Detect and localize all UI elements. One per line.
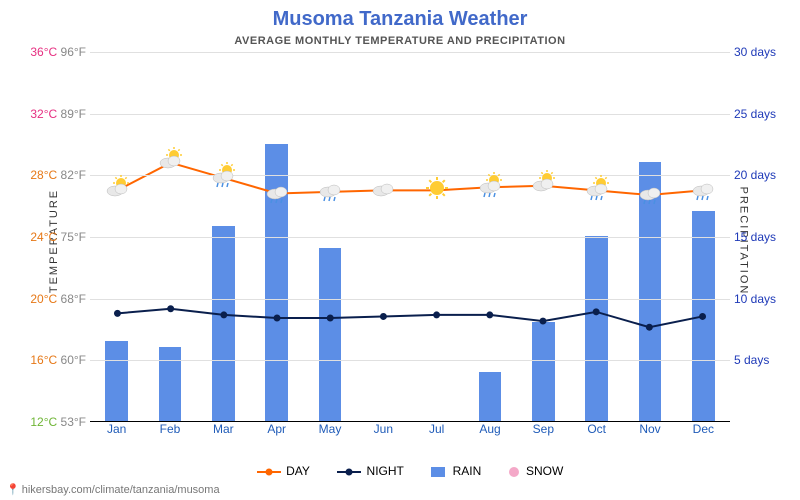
legend-rain: RAIN xyxy=(431,464,481,478)
partly-cloudy-icon xyxy=(104,175,130,201)
y-axis-right: 5 days10 days15 days20 days25 days30 day… xyxy=(730,52,800,422)
rain-bar xyxy=(212,226,234,421)
rain-sun-icon xyxy=(584,175,610,201)
month-label: Nov xyxy=(639,422,660,436)
month-label: Mar xyxy=(213,422,234,436)
cloudy-icon xyxy=(370,175,396,201)
sunny-icon xyxy=(424,175,450,201)
month-label: Apr xyxy=(267,422,286,436)
legend-rain-box xyxy=(431,467,445,477)
y-right-tick: 15 days xyxy=(734,230,776,244)
rain-bar xyxy=(319,248,341,421)
rain-bar xyxy=(532,322,554,421)
partly-sunny-icon xyxy=(530,170,556,196)
y-right-tick: 25 days xyxy=(734,107,776,121)
month-label: Jun xyxy=(374,422,393,436)
gridline xyxy=(90,114,730,115)
rain-icon xyxy=(637,179,663,205)
month-label: Jul xyxy=(429,422,444,436)
month-label: Sep xyxy=(533,422,554,436)
legend-snow-circle xyxy=(509,467,519,477)
rain-icon xyxy=(690,175,716,201)
legend-night-line xyxy=(337,471,361,473)
rain-bar xyxy=(105,341,127,421)
plot-area xyxy=(90,52,730,422)
y-left-tick: 20°C 68°F xyxy=(0,292,86,306)
y-left-tick: 24°C 75°F xyxy=(0,230,86,244)
rain-bar xyxy=(692,211,714,421)
legend-day-line xyxy=(257,471,281,473)
y-left-tick: 12°C 53°F xyxy=(0,415,86,429)
y-right-tick: 20 days xyxy=(734,168,776,182)
gridline xyxy=(90,175,730,176)
y-left-tick: 32°C 89°F xyxy=(0,107,86,121)
legend-night: NIGHT xyxy=(337,464,404,478)
y-right-tick: 5 days xyxy=(734,353,769,367)
rain-icon xyxy=(264,178,290,204)
partly-sunny-icon xyxy=(157,147,183,173)
rain-bar xyxy=(479,372,501,421)
attribution: 📍hikersbay.com/climate/tanzania/musoma xyxy=(6,483,220,496)
rain-bar xyxy=(159,347,181,421)
legend-night-label: NIGHT xyxy=(367,464,404,478)
month-label: May xyxy=(319,422,342,436)
gridline xyxy=(90,299,730,300)
gridline xyxy=(90,360,730,361)
month-label: Oct xyxy=(587,422,606,436)
rain-sun-icon xyxy=(210,162,236,188)
rain-bar xyxy=(585,236,607,421)
chart-title: Musoma Tanzania Weather xyxy=(0,0,800,31)
pin-icon: 📍 xyxy=(6,484,20,496)
legend-day: DAY xyxy=(257,464,310,478)
rain-sun-icon xyxy=(477,172,503,198)
y-left-tick: 28°C 82°F xyxy=(0,168,86,182)
weather-chart-container: Musoma Tanzania Weather AVERAGE MONTHLY … xyxy=(0,0,800,500)
y-left-tick: 36°C 96°F xyxy=(0,45,86,59)
gridline xyxy=(90,52,730,53)
month-label: Dec xyxy=(693,422,714,436)
legend-snow: SNOW xyxy=(509,464,564,478)
legend: DAY NIGHT RAIN SNOW xyxy=(90,464,730,478)
gridline xyxy=(90,237,730,238)
legend-rain-label: RAIN xyxy=(453,464,482,478)
rain-icon xyxy=(317,176,343,202)
month-label: Feb xyxy=(160,422,181,436)
y-left-tick: 16°C 60°F xyxy=(0,353,86,367)
chart-subtitle: AVERAGE MONTHLY TEMPERATURE AND PRECIPIT… xyxy=(0,31,800,47)
y-right-tick: 10 days xyxy=(734,292,776,306)
attribution-text: hikersbay.com/climate/tanzania/musoma xyxy=(22,484,220,496)
legend-snow-label: SNOW xyxy=(526,464,563,478)
month-label: Jan xyxy=(107,422,126,436)
legend-day-label: DAY xyxy=(286,464,310,478)
y-right-tick: 30 days xyxy=(734,45,776,59)
month-label: Aug xyxy=(479,422,500,436)
y-axis-left: 12°C 53°F16°C 60°F20°C 68°F24°C 75°F28°C… xyxy=(0,52,90,422)
x-axis: Jan Feb Mar Apr May Jun Jul Aug Sep Oct Nov Dec xyxy=(90,422,730,442)
